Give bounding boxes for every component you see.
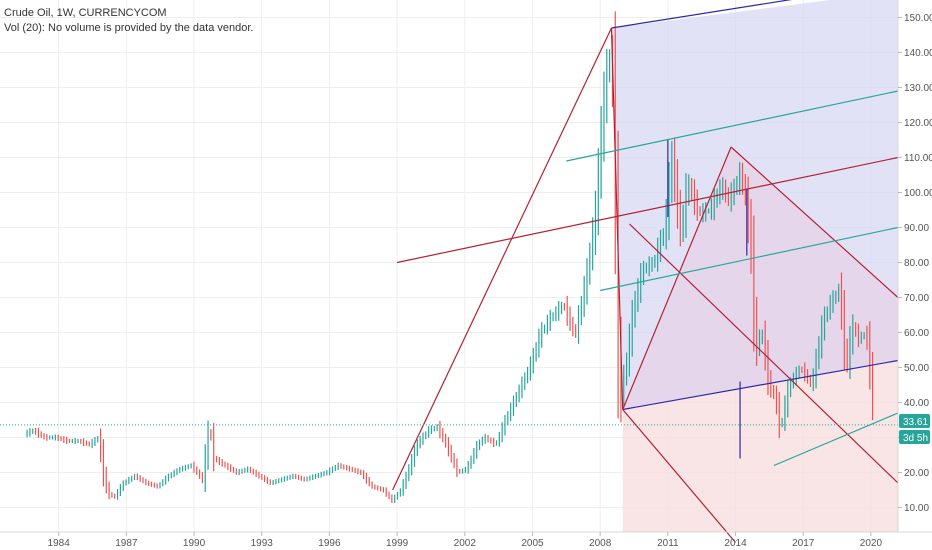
y-tick-label: 50.00 [904,363,929,374]
y-tick-label: 70.00 [904,293,929,304]
x-tick-label: 2011 [657,538,679,549]
upper-channel-line[interactable] [611,0,832,29]
x-tick-label: 2014 [724,538,747,549]
pitchfork-fills [611,0,898,532]
y-tick-label: 40.00 [904,398,929,409]
pitchfork-purple-zone [622,147,898,410]
fork-handle-line[interactable] [610,27,624,410]
x-tick-label: 1987 [115,538,138,549]
symbol-title[interactable]: Crude Oil, 1W, CURRENCYCOM [4,7,167,19]
bar-countdown: 3d 5h [903,433,928,444]
x-tick-label: 2002 [454,538,477,549]
x-tick-label: 1999 [386,538,409,549]
x-tick-label: 1990 [183,538,206,549]
lower-channel-line[interactable] [622,359,899,411]
last-price-value: 33.61 [903,417,928,428]
teal-mid-line[interactable] [600,226,899,292]
price-series [26,11,874,504]
y-tick-label: 100.00 [904,188,932,199]
y-tick-label: 60.00 [904,328,929,339]
pitchfork-drawings[interactable] [0,0,899,543]
y-tick-label: 150.00 [904,13,932,24]
x-tick-label: 1993 [251,538,274,549]
fork-right-line[interactable] [730,146,899,298]
lower-red-diagonal[interactable] [629,223,899,484]
volume-note[interactable]: Vol (20): No volume is provided by the d… [4,22,254,34]
last-price-badges: 33.61 3d 5h [899,414,930,444]
time-axis[interactable]: 1984 1987 1990 1993 1996 1999 2002 2005 2008 2011… [48,532,883,549]
last-price-badge [899,414,930,428]
x-tick-label: 1984 [48,538,71,549]
y-tick-label: 110.00 [904,153,932,164]
chart-legend: Crude Oil, 1W, CURRENCYCOM Vol (20): No … [4,6,253,36]
y-tick-label: 90.00 [904,223,929,234]
x-tick-label: 2005 [521,538,544,549]
pitchfork-pink-zone [622,360,898,532]
y-tick-label: 130.00 [904,83,932,94]
teal-lower-line[interactable] [773,412,899,467]
median-line[interactable] [396,156,899,264]
x-tick-label: 2020 [860,538,883,549]
pink-diagonal[interactable] [622,409,737,543]
fork-left-line[interactable] [622,146,732,410]
y-tick-label: 120.00 [904,118,932,129]
x-tick-label: 2008 [589,538,612,549]
y-tick-label: 10.00 [904,503,929,514]
y-tick-label: 140.00 [904,48,932,59]
teal-upper-line[interactable] [566,90,899,162]
y-tick-label: 80.00 [904,258,929,269]
trend-rise-line[interactable] [392,27,612,491]
x-tick-label: 2017 [792,538,815,549]
countdown-badge [899,430,930,444]
y-tick-label: 20.00 [904,468,929,479]
x-tick-label: 1996 [318,538,341,549]
